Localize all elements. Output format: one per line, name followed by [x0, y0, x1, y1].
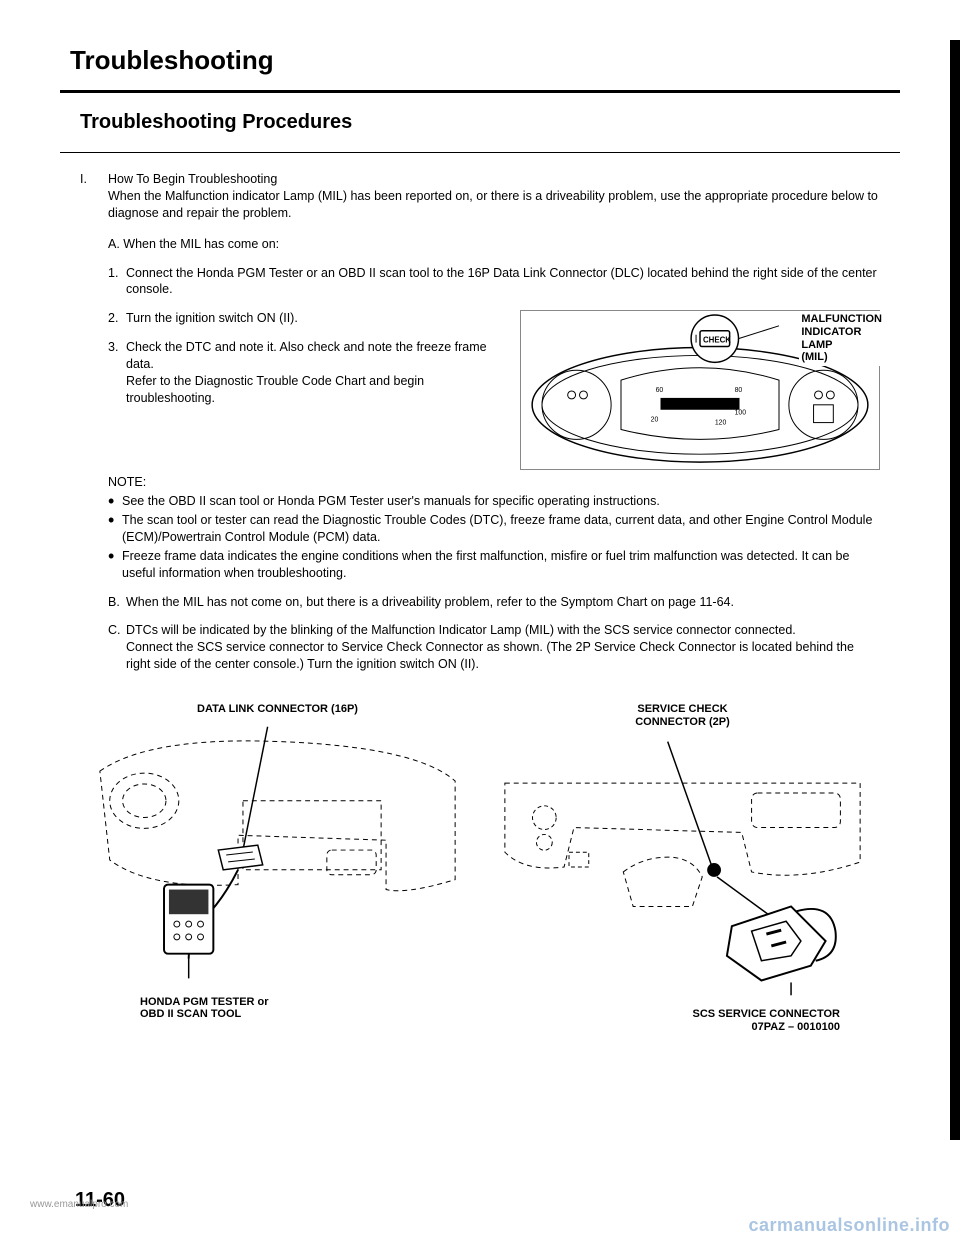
section-subtitle: Troubleshooting Procedures: [80, 111, 900, 134]
diagram-right-box: [495, 732, 870, 1002]
bullet-icon: •: [108, 493, 122, 510]
svg-text:120: 120: [715, 420, 727, 427]
step-2: 2. Turn the ignition switch ON (II).: [108, 310, 510, 327]
diagram-left-bottom-label: HONDA PGM TESTER or OBD II SCAN TOOL: [140, 996, 465, 1021]
step-number: 3.: [108, 339, 126, 407]
note-bullet-3: • Freeze frame data indicates the engine…: [108, 548, 880, 582]
howto-heading: How To Begin Troubleshooting: [108, 171, 880, 188]
letter-label: B.: [108, 594, 126, 611]
diagram-right-bottom-label: SCS SERVICE CONNECTOR 07PAZ – 0010100: [495, 1008, 840, 1033]
letter-text: When the MIL has not come on, but there …: [126, 594, 734, 611]
subsection-b: B. When the MIL has not come on, but the…: [108, 594, 880, 611]
svg-text:80: 80: [735, 387, 743, 394]
diagram-left-top-label: DATA LINK CONNECTOR (16P): [90, 703, 465, 716]
section-i-heading: I. How To Begin Troubleshooting When the…: [80, 171, 880, 222]
step-number: 2.: [108, 310, 126, 327]
bullet-text: Freeze frame data indicates the engine c…: [122, 548, 880, 582]
diagram-right-top-label: SERVICE CHECK CONNECTOR (2P): [495, 703, 870, 728]
svg-text:20: 20: [651, 417, 659, 424]
watermark-source: www.emanualpro.com: [30, 1199, 128, 1210]
subsection-a: A. When the MIL has come on:: [108, 236, 880, 253]
diagram-right: SERVICE CHECK CONNECTOR (2P): [495, 703, 870, 1034]
step-3: 3. Check the DTC and note it. Also check…: [108, 339, 510, 407]
page-content: Troubleshooting Troubleshooting Procedur…: [0, 0, 960, 1054]
howto-intro: When the Malfunction indicator Lamp (MIL…: [108, 188, 880, 222]
svg-text:CHECK: CHECK: [703, 336, 731, 345]
letter-label: C.: [108, 622, 126, 673]
diagram-row: DATA LINK CONNECTOR (16P): [80, 703, 880, 1034]
bullet-text: See the OBD II scan tool or Honda PGM Te…: [122, 493, 660, 510]
step-text: Turn the ignition switch ON (II).: [126, 310, 298, 327]
svg-text:100: 100: [735, 410, 747, 417]
body-text: I. How To Begin Troubleshooting When the…: [60, 171, 900, 1034]
dash-diagram-svg: [90, 720, 465, 990]
diagram-left-box: [90, 720, 465, 990]
page-title: Troubleshooting: [70, 45, 900, 76]
note-bullet-1: • See the OBD II scan tool or Honda PGM …: [108, 493, 880, 510]
step-1: 1. Connect the Honda PGM Tester or an OB…: [108, 265, 880, 299]
mil-callout: MALFUNCTION INDICATOR LAMP (MIL): [799, 311, 884, 366]
bullet-text: The scan tool or tester can read the Dia…: [122, 512, 880, 546]
bullet-icon: •: [108, 512, 122, 546]
divider-thin: [60, 152, 900, 153]
console-diagram-svg: [495, 732, 870, 1002]
note-bullet-2: • The scan tool or tester can read the D…: [108, 512, 880, 546]
step-text: Connect the Honda PGM Tester or an OBD I…: [126, 265, 880, 299]
divider-thick: [60, 90, 900, 93]
subsection-c: C. DTCs will be indicated by the blinkin…: [108, 622, 880, 673]
scan-edge-artifact: [950, 40, 960, 1140]
step-number: 1.: [108, 265, 126, 299]
bullet-icon: •: [108, 548, 122, 582]
letter-text: DTCs will be indicated by the blinking o…: [126, 622, 880, 673]
gauge-cluster-diagram: 60 80 100 20 120 CHECK: [520, 310, 880, 470]
step-text: Check the DTC and note it. Also check an…: [126, 339, 510, 407]
diagram-left: DATA LINK CONNECTOR (16P): [90, 703, 465, 1034]
watermark-site: carmanualsonline.info: [748, 1215, 950, 1236]
split-layout: 2. Turn the ignition switch ON (II). 3. …: [80, 310, 880, 470]
svg-text:60: 60: [656, 387, 664, 394]
note-label: NOTE:: [108, 474, 880, 491]
roman-numeral: I.: [80, 171, 108, 222]
